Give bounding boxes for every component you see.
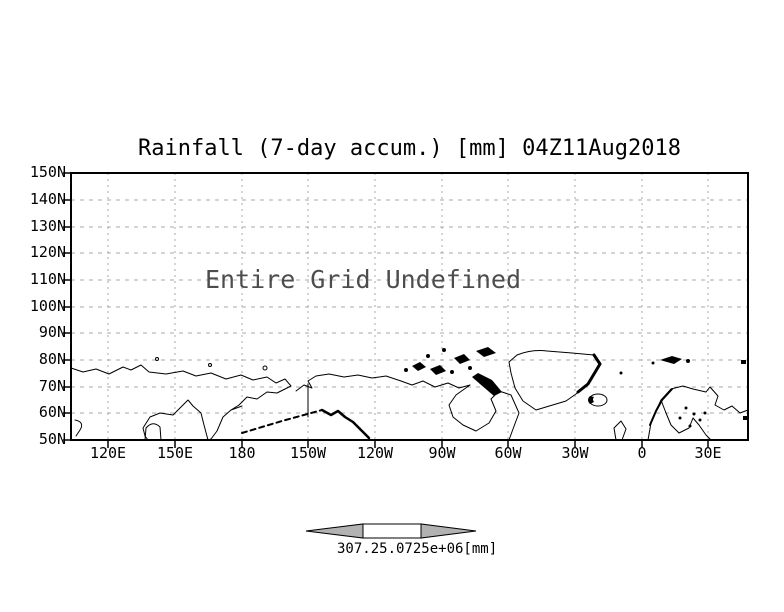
plot-title: Rainfall (7-day accum.) [mm] 04Z11Aug201… [137,136,682,161]
y-tick-label: 110N [29,270,66,288]
x-tick-label: 120W [356,444,394,462]
y-tick-label: 80N [38,350,66,368]
x-tick-label: 150W [289,444,327,462]
colorbar-right-arrow [420,523,477,539]
x-tick-label: 120E [89,444,127,462]
undefined-grid-message: Entire Grid Undefined [204,265,522,294]
colorbar [305,523,477,539]
coastlines [70,347,749,441]
y-tick-label: 70N [38,377,66,395]
colorbar-label: 307.25.0725e+06[mm] [337,541,498,557]
y-tick-label: 50N [38,430,66,448]
x-tick-label: 60W [494,444,522,462]
y-tick-label: 130N [29,217,66,235]
y-tick-label: 100N [29,297,66,315]
british-isles-outline [613,420,627,441]
map-plot-area [63,172,749,448]
x-tick-label: 90W [428,444,456,462]
y-tick-label: 90N [38,323,66,341]
longitude-gridlines [107,173,709,440]
arctic-archipelago-islands [404,347,502,396]
y-tick-label: 120N [29,243,66,261]
y-tick-label: 150N [29,163,66,181]
svalbard-islands [651,356,690,365]
plot-frame [70,172,749,441]
axis-tick-marks [63,172,709,448]
colorbar-box [362,523,422,539]
y-tick-label: 140N [29,190,66,208]
greenland-outline [508,350,601,411]
x-tick-label: 150E [156,444,194,462]
y-tick-label: 60N [38,403,66,421]
latitude-gridlines [71,199,748,414]
colorbar-left-arrow [305,523,364,539]
x-tick-label: 30W [561,444,589,462]
x-tick-label: 180 [228,444,256,462]
x-tick-label: 0 [637,444,647,462]
x-tick-label: 30E [694,444,722,462]
scandinavia-coast [647,385,749,441]
